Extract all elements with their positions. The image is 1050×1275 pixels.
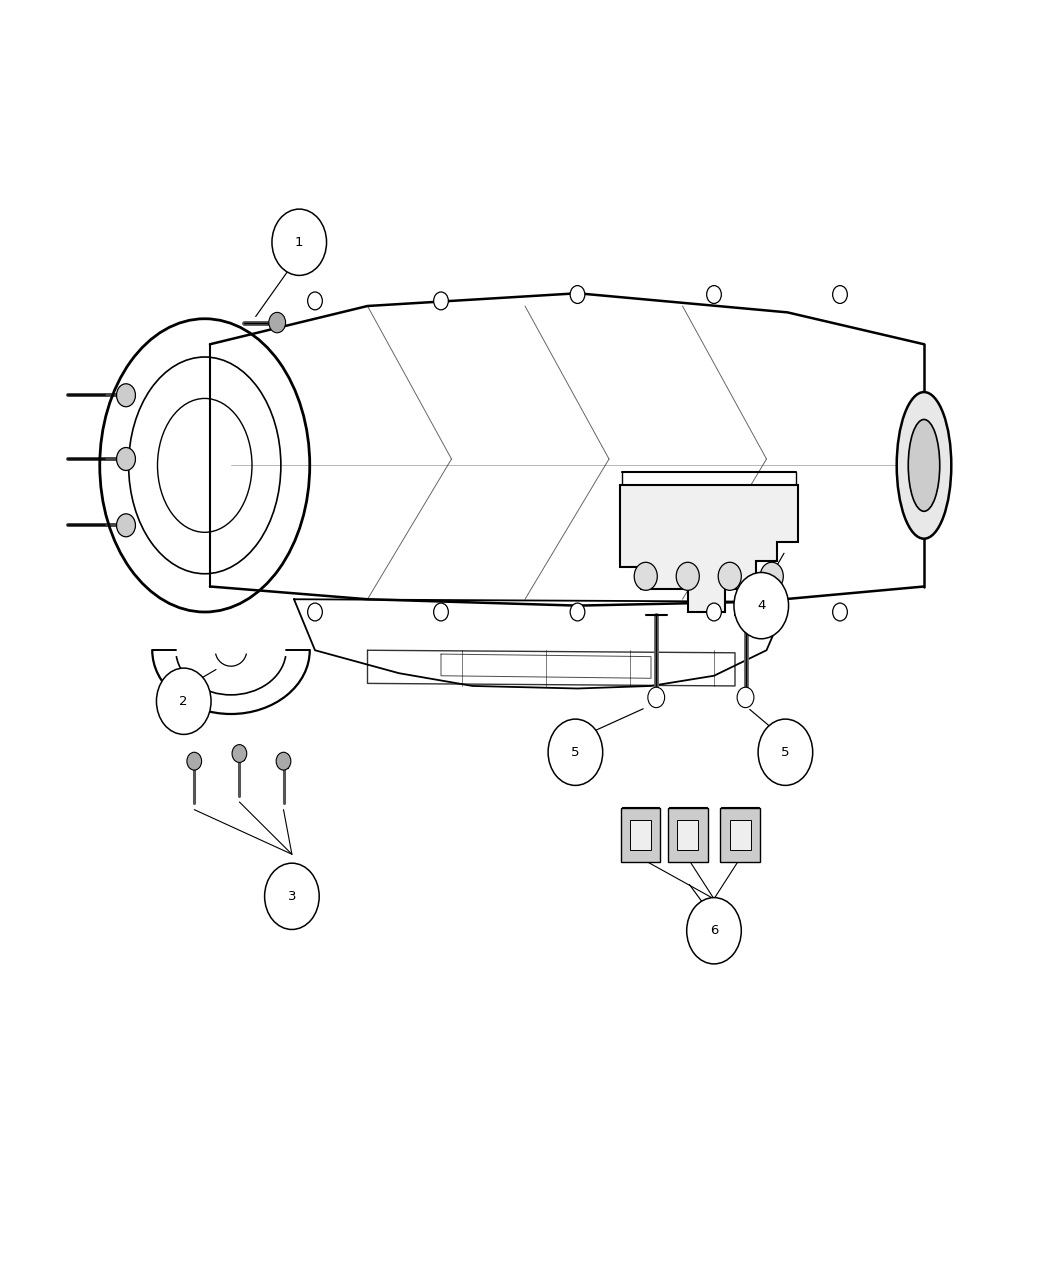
Circle shape [269,312,286,333]
Circle shape [570,603,585,621]
Circle shape [548,719,603,785]
FancyBboxPatch shape [677,820,698,850]
Circle shape [758,719,813,785]
Circle shape [117,384,135,407]
Circle shape [634,562,657,590]
Circle shape [272,209,327,275]
Circle shape [265,863,319,929]
FancyBboxPatch shape [668,808,708,862]
Text: 5: 5 [781,746,790,759]
FancyBboxPatch shape [720,808,760,862]
Circle shape [232,745,247,762]
Circle shape [117,514,135,537]
Ellipse shape [908,419,940,511]
Circle shape [707,603,721,621]
Circle shape [648,687,665,708]
Circle shape [117,448,135,470]
Circle shape [676,562,699,590]
Circle shape [734,572,789,639]
FancyBboxPatch shape [730,820,751,850]
Text: 6: 6 [710,924,718,937]
Circle shape [156,668,211,734]
Circle shape [434,292,448,310]
Circle shape [570,286,585,303]
Circle shape [760,562,783,590]
Circle shape [833,603,847,621]
Circle shape [833,286,847,303]
Text: 5: 5 [571,746,580,759]
Circle shape [276,752,291,770]
Text: 3: 3 [288,890,296,903]
Circle shape [308,292,322,310]
Ellipse shape [897,393,951,538]
Circle shape [434,603,448,621]
Text: 2: 2 [180,695,188,708]
Circle shape [308,603,322,621]
Circle shape [687,898,741,964]
Circle shape [707,286,721,303]
Text: 4: 4 [757,599,765,612]
FancyBboxPatch shape [630,820,651,850]
FancyBboxPatch shape [621,808,660,862]
Circle shape [187,752,202,770]
Circle shape [737,687,754,708]
Circle shape [718,562,741,590]
Text: 1: 1 [295,236,303,249]
Polygon shape [620,484,798,612]
